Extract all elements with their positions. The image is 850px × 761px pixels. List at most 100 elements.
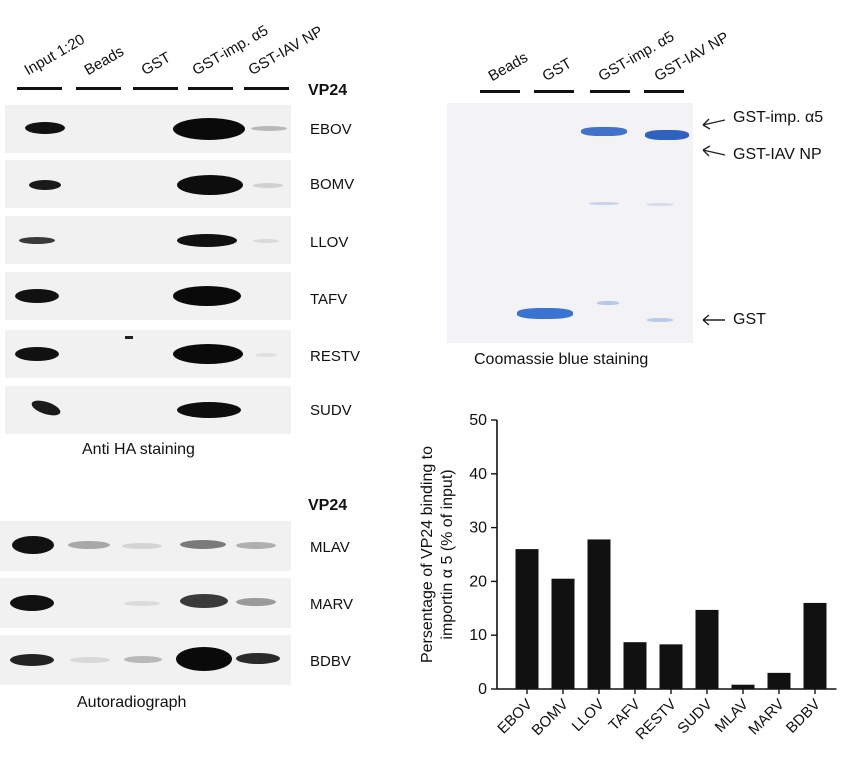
gel-band: [589, 202, 619, 205]
gel-band: [645, 130, 689, 140]
band: [177, 175, 243, 195]
gel-band: [581, 127, 627, 136]
blot-strip-bomv: [5, 160, 291, 208]
x-tick-label: LLOV: [569, 696, 608, 735]
y-tick-label: 40: [469, 466, 487, 483]
bar-tafv: [623, 642, 647, 689]
lane-header-beads: Beads: [81, 43, 127, 79]
vp24-header: VP24: [308, 82, 348, 99]
row-label-restv: RESTV: [310, 348, 361, 365]
band: [177, 402, 241, 418]
gel-label-gst-imp: GST-imp. α5: [733, 109, 824, 126]
vp24-header-bottom: VP24: [308, 497, 348, 514]
lane-bar: [17, 87, 62, 90]
arrow-icon: [702, 314, 725, 326]
x-tick-label: BDBV: [783, 696, 824, 737]
lane-header-gst: GST: [138, 48, 174, 79]
gel-lane-bar: [534, 90, 574, 93]
lane-header-input: Input 1:20: [21, 30, 88, 79]
gel-band: [647, 318, 673, 322]
gel-lane-bar: [480, 90, 520, 93]
bar-ebov: [515, 549, 539, 689]
band: [173, 344, 243, 364]
band: [180, 594, 228, 608]
y-tick-label: 30: [469, 520, 487, 537]
row-label-tafv: TAFV: [310, 291, 348, 308]
bar-bdbv: [803, 602, 827, 689]
band: [68, 541, 110, 549]
band: [180, 540, 226, 549]
y-tick-label: 20: [469, 573, 487, 590]
x-tick-label: BOMV: [529, 696, 572, 739]
band: [15, 289, 59, 303]
band: [124, 601, 160, 606]
caption-coomassie: Coomassie blue staining: [474, 351, 649, 368]
caption-autoradiograph: Autoradiograph: [77, 694, 187, 711]
binding-bar-chart: 01020304050EBOVBOMVLLOVTAFVRESTVSUDVMLAV…: [419, 412, 837, 743]
row-label-bomv: BOMV: [310, 176, 355, 193]
band: [15, 347, 59, 361]
bar-bomv: [551, 578, 575, 689]
lane-bar: [188, 87, 233, 90]
band: [173, 286, 241, 306]
x-tick-label: MLAV: [712, 696, 752, 736]
row-label-bdbv: BDBV: [310, 653, 351, 670]
blot-strip-bdbv: [0, 635, 291, 685]
band: [255, 353, 277, 357]
band: [236, 542, 276, 549]
x-tick-label: RESTV: [632, 696, 679, 743]
row-label-sudv: SUDV: [310, 402, 352, 419]
band: [173, 118, 245, 140]
coomassie-gel: [447, 103, 693, 343]
band: [70, 657, 110, 663]
row-label-llov: LLOV: [310, 234, 349, 251]
band: [253, 183, 283, 188]
y-tick-label: 50: [469, 412, 487, 429]
band: [25, 122, 65, 134]
bar-llov: [587, 539, 611, 689]
band: [176, 647, 232, 671]
gel-label-gst: GST: [733, 311, 766, 328]
y-tick-label: 10: [469, 627, 487, 644]
band: [19, 237, 55, 244]
y-axis-label: Persentage of VP24 binding to importin α …: [419, 446, 456, 663]
row-label-ebov: EBOV: [310, 121, 352, 138]
gel-lane-header-gst: GST: [539, 54, 575, 85]
band: [236, 598, 276, 606]
y-tick-label: 0: [478, 681, 487, 698]
lane-bar: [133, 87, 178, 90]
blot-strip-ebov: [5, 105, 291, 153]
band: [29, 180, 61, 190]
band: [236, 653, 280, 664]
band: [29, 397, 63, 419]
bar-mlav: [731, 684, 755, 689]
bar-restv: [659, 644, 683, 689]
blot-strip-tafv: [5, 272, 291, 320]
gel-band: [647, 203, 673, 206]
band: [124, 656, 162, 663]
arrow-icon: [702, 145, 726, 157]
gel-lane-bar: [590, 90, 630, 93]
blot-strip-sudv: [5, 386, 291, 434]
caption-anti-ha: Anti HA staining: [82, 441, 195, 458]
x-tick-label: SUDV: [674, 696, 715, 737]
bar-marv: [767, 672, 791, 689]
band: [10, 654, 54, 666]
gel-band: [597, 301, 619, 305]
band: [10, 595, 54, 611]
x-tick-label: MARV: [745, 696, 787, 738]
gel-label-gst-iav: GST-IAV NP: [733, 146, 822, 163]
band: [12, 536, 54, 554]
blot-strip-restv: [5, 330, 291, 378]
blot-strip-mlav: [0, 521, 291, 571]
bar-sudv: [695, 609, 719, 689]
lane-bar: [244, 87, 289, 90]
blot-strip-llov: [5, 216, 291, 264]
x-tick-label: EBOV: [494, 696, 535, 737]
band: [177, 234, 237, 247]
band: [253, 239, 279, 243]
band: [251, 126, 287, 131]
gel-lane-header-beads: Beads: [485, 49, 531, 85]
band: [122, 543, 162, 549]
arrow-icon: [702, 118, 726, 130]
